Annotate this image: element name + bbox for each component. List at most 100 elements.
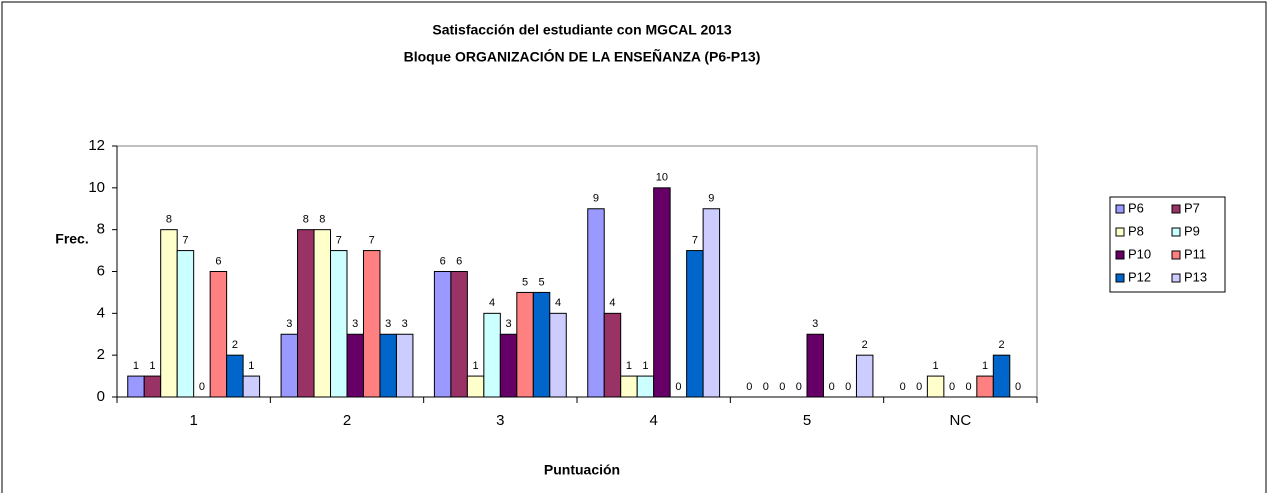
- bar: [226, 354, 244, 398]
- x-tick-label: 5: [803, 412, 811, 429]
- bar: [395, 333, 414, 398]
- data-label: 2: [998, 339, 1004, 351]
- data-label: 3: [286, 318, 292, 330]
- data-label: 2: [862, 339, 868, 351]
- data-label: 6: [440, 255, 446, 267]
- legend-swatch: [1171, 227, 1181, 237]
- legend-swatch: [1115, 250, 1125, 260]
- bar: [806, 333, 824, 398]
- data-label: 0: [900, 381, 906, 393]
- bar: [499, 333, 518, 398]
- data-label: 3: [506, 318, 512, 330]
- data-label: 6: [456, 255, 462, 267]
- legend-box: [1109, 196, 1226, 293]
- bar: [450, 271, 468, 398]
- data-label: 1: [248, 360, 254, 372]
- bar: [143, 375, 162, 398]
- bar: [209, 271, 228, 398]
- data-label: 1: [642, 360, 648, 372]
- bar: [433, 271, 452, 398]
- y-tick-label: 12: [88, 137, 105, 154]
- bar: [280, 333, 299, 398]
- bar: [702, 208, 721, 398]
- data-label: 9: [708, 193, 714, 205]
- y-tick-label: 2: [97, 346, 105, 363]
- data-label: 1: [133, 360, 139, 372]
- bar: [483, 312, 501, 398]
- legend-label: P8: [1128, 223, 1144, 238]
- legend-label: P7: [1184, 200, 1200, 215]
- x-tick-label: NC: [949, 412, 971, 429]
- data-label: 1: [933, 360, 939, 372]
- bar: [653, 187, 671, 398]
- legend-label: P12: [1128, 269, 1151, 284]
- data-label: 0: [746, 381, 752, 393]
- data-label: 0: [796, 381, 802, 393]
- data-label: 0: [829, 381, 835, 393]
- data-label: 7: [336, 234, 342, 246]
- bar: [587, 208, 605, 398]
- data-label: 0: [779, 381, 785, 393]
- bar: [297, 229, 315, 398]
- bar: [127, 375, 145, 398]
- data-label: 0: [845, 381, 851, 393]
- legend-label: P6: [1128, 200, 1144, 215]
- data-label: 0: [966, 381, 972, 393]
- bar: [160, 229, 178, 398]
- x-axis-label: Puntuación: [544, 462, 620, 478]
- legend-swatch: [1171, 250, 1181, 260]
- y-tick-label: 0: [97, 388, 105, 405]
- data-label: 9: [593, 193, 599, 205]
- data-label: 7: [369, 234, 375, 246]
- legend-label: P11: [1184, 246, 1206, 261]
- data-label: 2: [232, 339, 238, 351]
- data-label: 0: [916, 381, 922, 393]
- data-label: 4: [609, 297, 615, 309]
- chart-title: Satisfacción del estudiante con MGCAL 20…: [432, 22, 731, 38]
- data-label: 8: [319, 214, 325, 226]
- data-label: 3: [385, 318, 391, 330]
- bar: [976, 375, 994, 398]
- bar: [313, 229, 332, 398]
- legend-label: P10: [1128, 246, 1151, 261]
- legend-swatch: [1171, 204, 1181, 214]
- data-label: 4: [489, 297, 495, 309]
- bar: [330, 250, 348, 398]
- bar: [379, 333, 397, 398]
- y-tick-label: 4: [97, 304, 105, 321]
- y-tick-label: 10: [88, 179, 105, 196]
- legend-label: P9: [1184, 223, 1200, 238]
- legend-label: P13: [1184, 269, 1207, 284]
- legend-swatch: [1115, 204, 1125, 214]
- data-label: 1: [473, 360, 479, 372]
- bar: [686, 250, 704, 398]
- y-axis-label: Frec.: [55, 231, 88, 247]
- bar: [532, 291, 551, 398]
- y-tick-label: 8: [97, 221, 105, 238]
- bar: [549, 312, 567, 398]
- bar: [992, 354, 1011, 398]
- data-label: 0: [675, 381, 681, 393]
- data-label: 0: [1015, 381, 1021, 393]
- bar: [362, 250, 381, 398]
- bar: [926, 375, 945, 398]
- data-label: 3: [812, 318, 818, 330]
- data-label: 4: [555, 297, 561, 309]
- data-label: 0: [199, 381, 205, 393]
- data-label: 3: [352, 318, 358, 330]
- data-label: 0: [763, 381, 769, 393]
- data-label: 8: [303, 214, 309, 226]
- data-label: 0: [949, 381, 955, 393]
- data-label: 1: [982, 360, 988, 372]
- data-label: 6: [215, 255, 221, 267]
- bar: [636, 375, 655, 398]
- data-label: 8: [166, 214, 172, 226]
- bar: [176, 250, 195, 398]
- bar: [346, 333, 364, 398]
- data-label: 1: [626, 360, 632, 372]
- data-label: 7: [692, 234, 698, 246]
- data-label: 3: [402, 318, 408, 330]
- chart-subtitle: Bloque ORGANIZACIÓN DE LA ENSEÑANZA (P6-…: [404, 48, 761, 65]
